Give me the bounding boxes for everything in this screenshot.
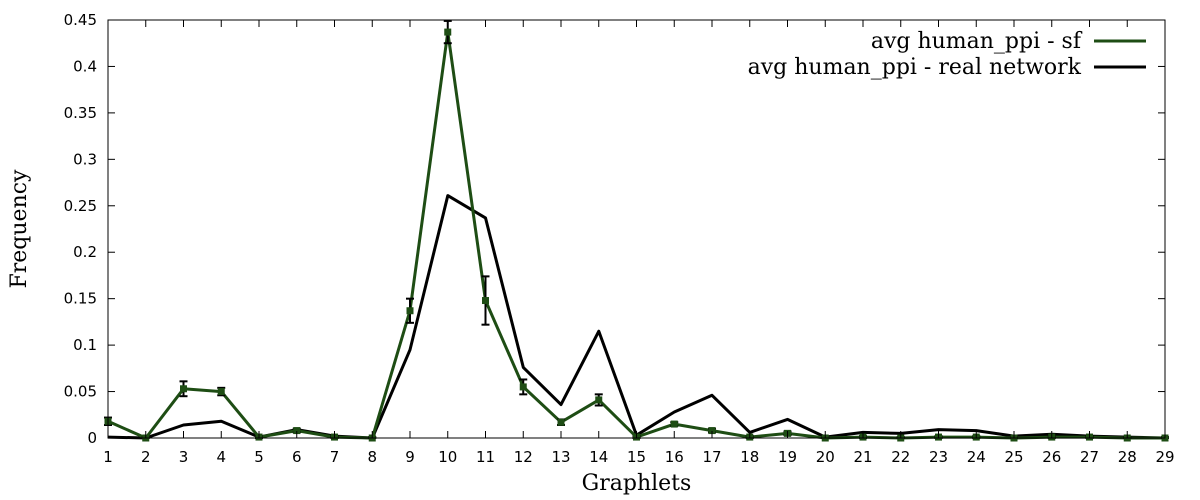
y-tick-label: 0.15 — [64, 290, 97, 308]
x-axis-title: Graphlets — [582, 471, 692, 496]
x-tick-label: 1 — [103, 448, 113, 466]
data-point-sf — [482, 297, 489, 305]
legend-label-real-network: avg human_ppi - real network — [748, 55, 1082, 80]
y-tick-label: 0.3 — [73, 150, 97, 168]
x-tick-label: 8 — [367, 448, 377, 466]
y-tick-label: 0.4 — [73, 57, 97, 75]
data-point-sf — [595, 396, 603, 404]
x-tick-label: 22 — [891, 448, 910, 466]
y-axis-title: Frequency — [7, 169, 32, 289]
x-tick-label: 9 — [405, 448, 415, 466]
x-tick-label: 18 — [740, 448, 759, 466]
data-point-sf — [180, 385, 187, 393]
axis-ticks: 00.050.10.150.20.250.30.350.40.451 2 3 4 5 6 7… — [64, 11, 1175, 466]
x-tick-label: 27 — [1080, 448, 1099, 466]
x-tick-label: 12 — [514, 448, 533, 466]
x-tick-label: 20 — [816, 448, 835, 466]
y-tick-label: 0.35 — [64, 104, 97, 122]
y-tick-label: 0 — [87, 429, 97, 447]
x-tick-label: 6 — [292, 448, 302, 466]
y-tick-label: 0.2 — [73, 243, 97, 261]
data-point-sf — [444, 28, 452, 36]
legend-label-sf: avg human_ppi - sf — [871, 29, 1083, 54]
x-tick-label: 2 — [141, 448, 151, 466]
data-point-sf — [406, 307, 414, 315]
x-tick-label: 16 — [665, 448, 684, 466]
x-tick-label: 29 — [1155, 448, 1174, 466]
x-tick-label: 19 — [778, 448, 797, 466]
x-tick-label: 7 — [330, 448, 340, 466]
y-tick-label: 0.25 — [64, 197, 97, 215]
data-point-sf — [519, 383, 527, 391]
x-tick-label: 23 — [929, 448, 948, 466]
x-tick-label: 15 — [627, 448, 646, 466]
x-tick-label: 4 — [216, 448, 226, 466]
x-tick-label: 5 — [254, 448, 264, 466]
x-tick-label: 26 — [1042, 448, 1061, 466]
x-tick-label: 3 — [179, 448, 189, 466]
y-tick-label: 0.45 — [64, 11, 97, 29]
y-tick-label: 0.1 — [73, 336, 97, 354]
x-tick-label: 11 — [476, 448, 495, 466]
data-point-sf — [217, 388, 225, 396]
data-point-sf — [670, 420, 678, 428]
x-tick-label: 17 — [702, 448, 721, 466]
x-tick-label: 14 — [589, 448, 608, 466]
data-point-sf — [557, 418, 565, 426]
x-tick-label: 21 — [853, 448, 872, 466]
data-point-sf — [708, 427, 716, 435]
x-tick-label: 24 — [967, 448, 986, 466]
x-tick-label: 10 — [438, 448, 457, 466]
x-tick-label: 25 — [1004, 448, 1023, 466]
x-tick-label: 13 — [551, 448, 570, 466]
x-tick-label: 28 — [1118, 448, 1137, 466]
legend: avg human_ppi - sf avg human_ppi - real … — [748, 29, 1146, 80]
data-point-sf — [293, 427, 301, 435]
y-tick-label: 0.05 — [64, 383, 97, 401]
